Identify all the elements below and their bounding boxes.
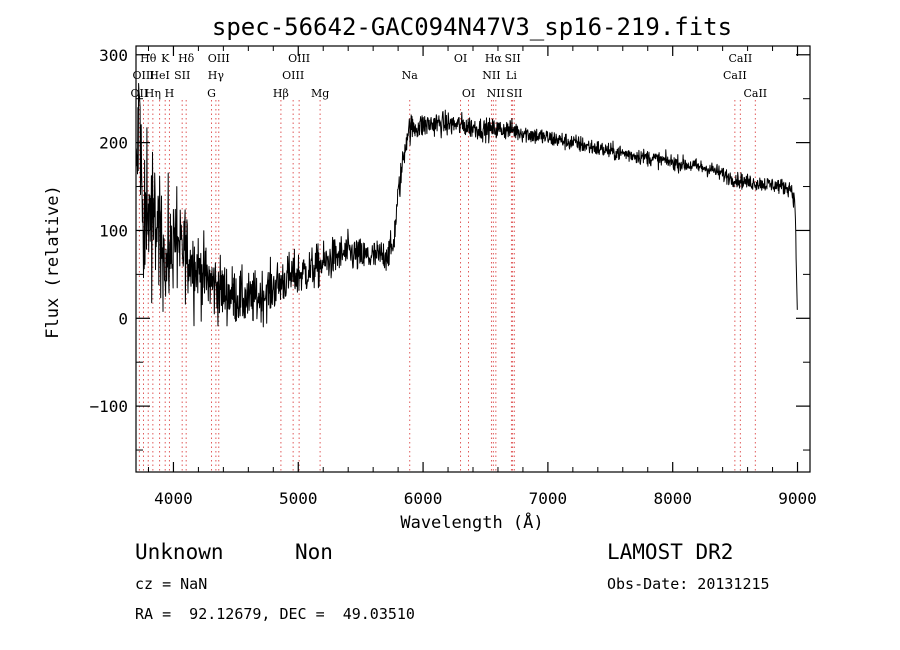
spectral-line-label: Hδ — [178, 52, 195, 65]
spectral-line-label: Na — [402, 69, 419, 82]
y-tick-label: 100 — [99, 221, 128, 240]
y-tick-label: 300 — [99, 46, 128, 65]
spectral-line-label: Li — [506, 69, 517, 82]
spectral-line-label: Hη — [145, 87, 161, 100]
spectral-line-label: OIII — [208, 52, 230, 65]
redshift-label: cz = NaN — [135, 575, 208, 593]
x-tick-label: 5000 — [279, 489, 318, 508]
x-tick-label: 6000 — [404, 489, 443, 508]
spectral-line-labels: OIIHθOIIIHηHeIKHSIIHδGHγOIIIHβOIIIOIIIMg… — [131, 52, 768, 100]
obs-date-label: Obs-Date: 20131215 — [607, 575, 770, 593]
x-axis-label: Wavelength (Å) — [400, 511, 543, 533]
spectral-line-label: OIII — [288, 52, 310, 65]
spectral-line-label: NII — [482, 69, 500, 82]
spectrum-line — [135, 83, 798, 328]
spectral-line-label: NII — [487, 87, 505, 100]
coords-label: RA = 92.12679, DEC = 49.03510 — [135, 605, 415, 623]
y-tick-label: −100 — [89, 397, 128, 416]
spectral-line-label: OI — [454, 52, 467, 65]
spectral-line-label: OI — [462, 87, 475, 100]
spectral-line-label: Hθ — [140, 52, 157, 65]
spectral-line-label: Hα — [485, 52, 503, 65]
spectral-line-label: SII — [506, 87, 522, 100]
spectral-line-label: G — [207, 87, 216, 100]
spectral-line-label: Mg — [311, 87, 329, 100]
spectral-line-label: CaII — [723, 69, 747, 82]
spectral-line-label: HeI — [149, 69, 169, 82]
y-tick-label: 0 — [118, 309, 128, 328]
chart-title: spec-56642-GAC094N47V3_sp16-219.fits — [212, 13, 732, 41]
x-tick-label: 9000 — [778, 489, 817, 508]
spectral-line-label: OIII — [132, 69, 154, 82]
x-tick-label: 7000 — [529, 489, 568, 508]
spectral-line-label: OIII — [282, 69, 304, 82]
spectral-line-label: K — [161, 52, 170, 65]
survey-label: LAMOST DR2 — [607, 540, 734, 564]
spectral-line-label: H — [165, 87, 175, 100]
axis-ticks: 4000 5000 6000 7000 8000 9000 −100 0 100 200 300 — [89, 46, 816, 508]
x-tick-label: 4000 — [154, 489, 193, 508]
spectral-line-label: SII — [174, 69, 190, 82]
y-axis-label: Flux (relative) — [43, 185, 63, 339]
spectral-line-label: CaII — [743, 87, 767, 100]
plot-frame — [135, 45, 811, 473]
spectral-line-label: Hγ — [208, 69, 225, 82]
subclass-label: Non — [295, 540, 333, 564]
spectral-line-label: SII — [504, 52, 520, 65]
x-tick-label: 8000 — [653, 489, 692, 508]
class-label: Unknown — [135, 540, 224, 564]
spectral-line-label: CaII — [729, 52, 753, 65]
y-tick-label: 200 — [99, 134, 128, 153]
spectral-line-label: Hβ — [273, 87, 289, 100]
